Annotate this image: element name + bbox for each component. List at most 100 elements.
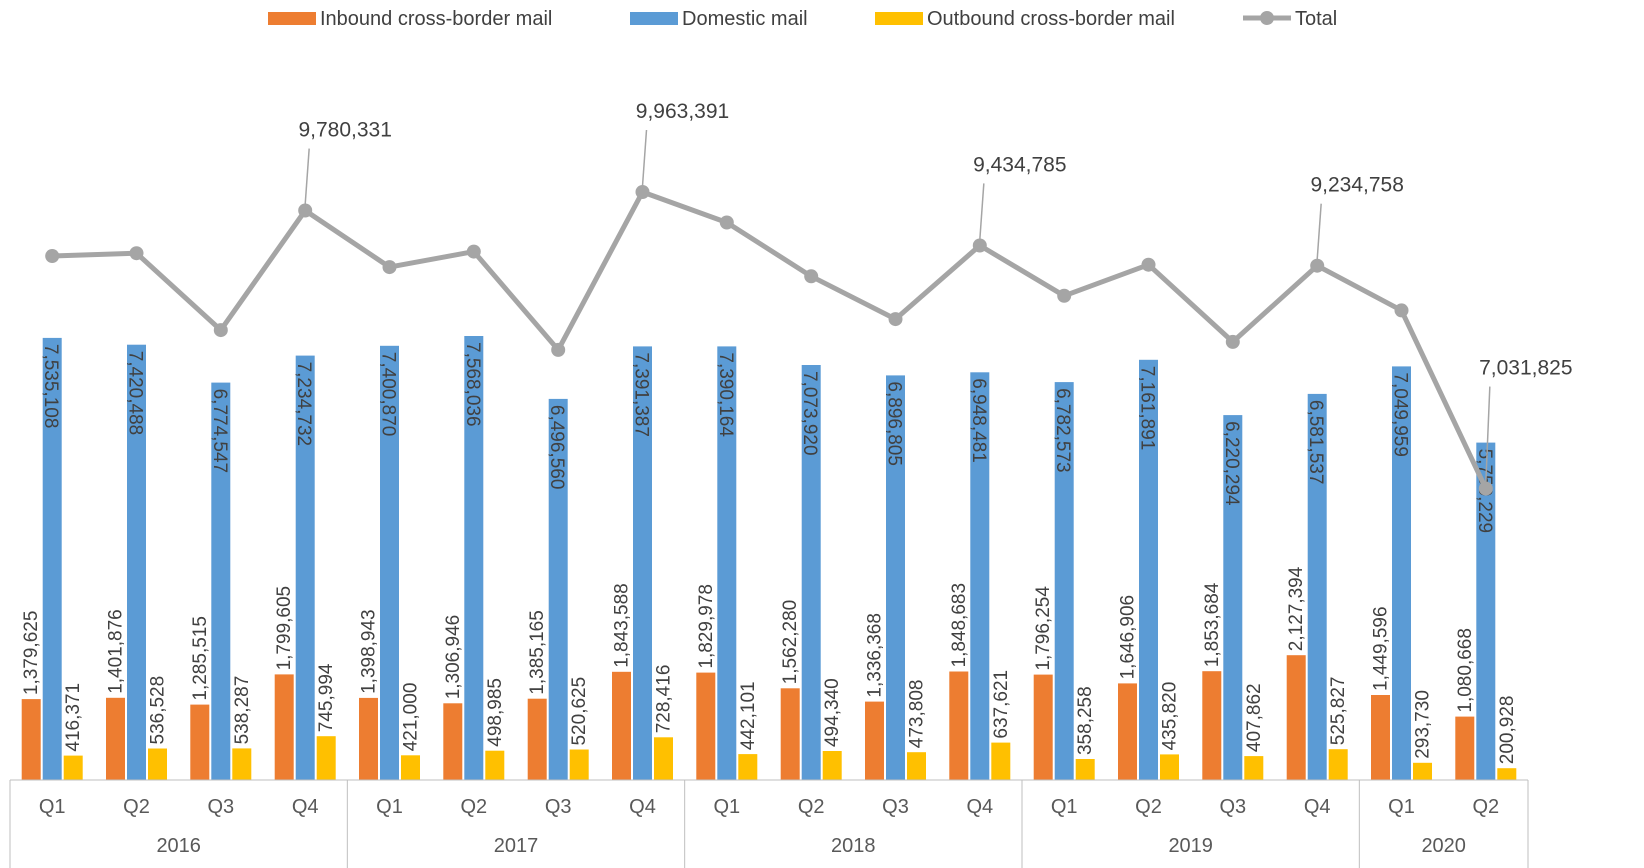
total-point-4 [382,260,397,275]
bar-outbound-5 [485,750,505,780]
label-inbound-0: 1,379,625 [21,611,42,696]
bar-inbound-3 [274,674,294,780]
bar-inbound-7 [612,671,631,780]
tick-label-12: Q1 [1051,796,1078,818]
bar-inbound-9 [780,688,800,780]
bar-inbound-5 [443,703,463,780]
label-domestic-4: 7,400,870 [378,352,399,437]
bar-inbound-17 [1455,716,1475,780]
label-inbound-6: 1,385,165 [527,610,548,695]
label-inbound-7: 1,843,588 [612,583,633,668]
bar-domestic-10 [886,375,905,780]
label-outbound-2: 538,287 [232,676,253,745]
total-point-6 [551,342,566,357]
bar-inbound-14 [1202,671,1222,780]
year-label-2019: 2019 [1168,835,1213,857]
bar-inbound-8 [696,672,716,780]
total-point-15 [1310,258,1325,273]
tick-label-0: Q1 [39,796,66,818]
label-inbound-12: 1,796,254 [1033,586,1054,671]
year-label-2018: 2018 [831,835,876,857]
total-point-13 [1141,257,1156,272]
total-label-3: 9,780,331 [298,119,391,142]
label-outbound-10: 473,808 [907,680,928,749]
total-label-7: 9,963,391 [636,100,729,123]
tick-label-4: Q1 [376,796,403,818]
total-leader-17 [1485,386,1491,483]
label-outbound-11: 637,621 [991,670,1012,739]
label-outbound-12: 358,258 [1075,686,1096,755]
bar-outbound-9 [822,751,842,780]
bar-outbound-17 [1497,768,1517,780]
bar-domestic-2 [211,382,231,780]
bar-inbound-1 [106,697,125,780]
bar-outbound-13 [1160,754,1179,780]
bar-domestic-15 [1307,393,1327,780]
legend-label-inbound: Inbound cross-border mail [320,8,552,30]
legend-marker-total [1260,11,1274,25]
label-domestic-2: 6,774,547 [209,389,230,474]
tick-label-16: Q1 [1388,796,1415,818]
label-domestic-8: 7,390,164 [715,352,736,437]
label-domestic-13: 7,161,891 [1137,366,1158,451]
legend: Inbound cross-border mail Domestic mail Ou… [268,8,1337,30]
legend-label-domestic: Domestic mail [682,8,808,30]
tick-label-6: Q3 [545,796,572,818]
tick-label-7: Q4 [629,796,656,818]
label-outbound-15: 525,827 [1328,677,1349,746]
bar-inbound-16 [1371,695,1390,780]
label-domestic-9: 7,073,920 [799,371,820,456]
label-inbound-10: 1,336,368 [865,613,886,698]
bar-outbound-2 [232,748,252,780]
legend-swatch-inbound [268,12,316,25]
label-outbound-16: 293,730 [1413,690,1434,759]
total-point-11 [972,238,987,253]
label-outbound-17: 200,928 [1497,696,1518,765]
label-inbound-17: 1,080,668 [1455,628,1476,713]
label-outbound-4: 421,000 [401,683,422,752]
bar-inbound-15 [1286,655,1306,780]
label-inbound-2: 1,285,515 [190,616,211,701]
bar-domestic-1 [127,344,146,780]
total-label-15: 9,234,758 [1310,174,1403,197]
total-label-11: 9,434,785 [973,154,1066,177]
label-inbound-14: 1,853,684 [1202,582,1223,667]
label-domestic-5: 7,568,036 [462,342,483,427]
bar-outbound-6 [569,749,589,780]
label-inbound-5: 1,306,946 [443,615,464,700]
label-outbound-8: 442,101 [738,681,759,750]
label-domestic-10: 6,896,805 [884,381,905,466]
label-domestic-6: 6,496,560 [546,405,567,490]
total-line-layer: 9,780,331 9,963,391 9,434,785 9,234,758 7,03… [45,100,1573,496]
label-inbound-1: 1,401,876 [106,609,127,694]
tick-label-11: Q4 [966,796,993,818]
bar-outbound-12 [1075,759,1095,780]
total-point-10 [888,312,903,327]
total-point-5 [466,244,481,259]
tick-label-3: Q4 [292,796,319,818]
bar-inbound-12 [1033,674,1053,780]
label-inbound-13: 1,646,906 [1118,595,1139,680]
total-point-2 [213,323,228,338]
label-outbound-0: 416,371 [63,683,84,752]
label-outbound-1: 536,528 [148,676,169,745]
bar-domestic-13 [1139,359,1158,780]
label-domestic-12: 6,782,573 [1052,388,1073,473]
bar-outbound-4 [401,755,420,780]
tick-label-10: Q3 [882,796,909,818]
total-leader-7 [641,129,648,187]
total-line [52,189,1489,490]
label-inbound-9: 1,562,280 [780,600,801,685]
legend-swatch-outbound [875,12,923,25]
total-point-17 [1478,481,1493,496]
label-domestic-7: 7,391,387 [631,352,652,437]
year-label-2016: 2016 [156,835,201,857]
bar-inbound-6 [527,698,547,780]
total-leader-11 [979,183,985,240]
label-outbound-5: 498,985 [485,678,506,747]
bar-inbound-13 [1118,683,1137,780]
label-outbound-13: 435,820 [1160,682,1181,751]
bar-domestic-17 [1476,442,1496,780]
bar-domestic-5 [464,336,484,780]
bar-domestic-8 [717,346,737,780]
